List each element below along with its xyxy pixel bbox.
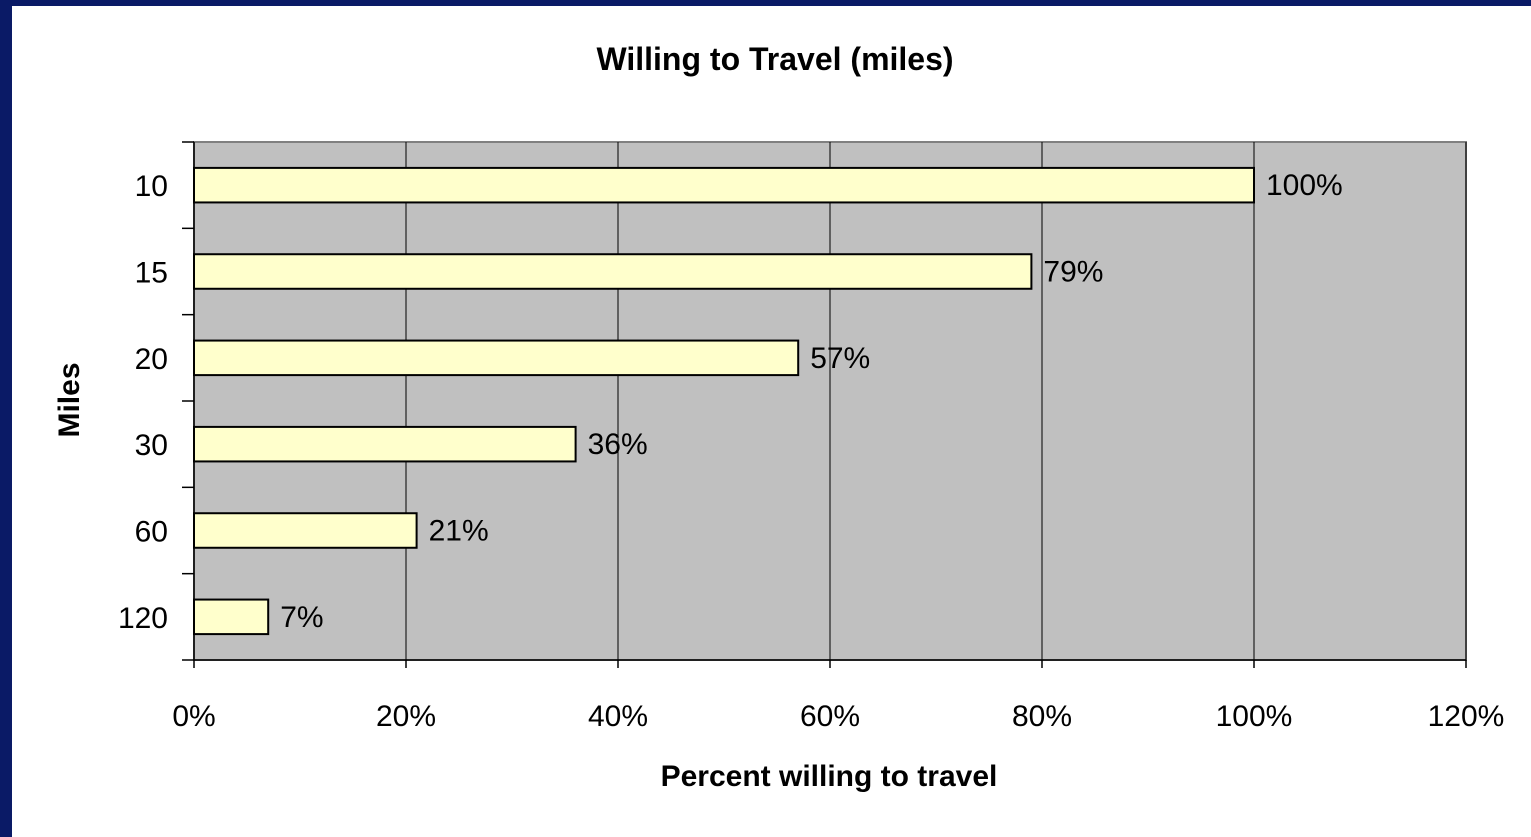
x-tick-label: 60% <box>800 700 860 733</box>
x-tick-label: 20% <box>376 700 436 733</box>
y-tick-label: 20 <box>135 343 168 376</box>
bar <box>193 253 1033 290</box>
x-tick-label: 120% <box>1428 700 1505 733</box>
data-label: 57% <box>810 342 870 375</box>
x-tick-label: 100% <box>1216 700 1293 733</box>
bar <box>193 339 800 377</box>
y-tick-label: 30 <box>135 429 168 462</box>
x-tick-label: 40% <box>588 700 648 733</box>
y-tick-label: 15 <box>135 257 168 290</box>
y-axis-label: Miles <box>53 362 86 437</box>
x-tick-label: 80% <box>1012 700 1072 733</box>
data-label: 21% <box>429 515 489 548</box>
bar <box>193 166 1255 204</box>
bar <box>193 512 418 549</box>
data-label: 36% <box>588 428 648 461</box>
chart-title: Willing to Travel (miles) <box>596 41 953 77</box>
y-tick-label: 60 <box>135 516 168 549</box>
bar <box>193 425 577 463</box>
x-axis-label: Percent willing to travel <box>661 760 998 793</box>
x-tick-label: 0% <box>172 700 215 733</box>
y-tick-label: 120 <box>118 602 168 635</box>
data-label: 100% <box>1266 169 1343 202</box>
data-label: 7% <box>280 601 323 634</box>
data-label: 79% <box>1043 256 1103 289</box>
bar <box>193 598 270 636</box>
plot-area: 0% 20% 40% 60% 80% 100% 120% 10 100% 15 79% 20 57% 30… <box>118 141 1505 733</box>
y-tick-label: 10 <box>135 170 168 203</box>
